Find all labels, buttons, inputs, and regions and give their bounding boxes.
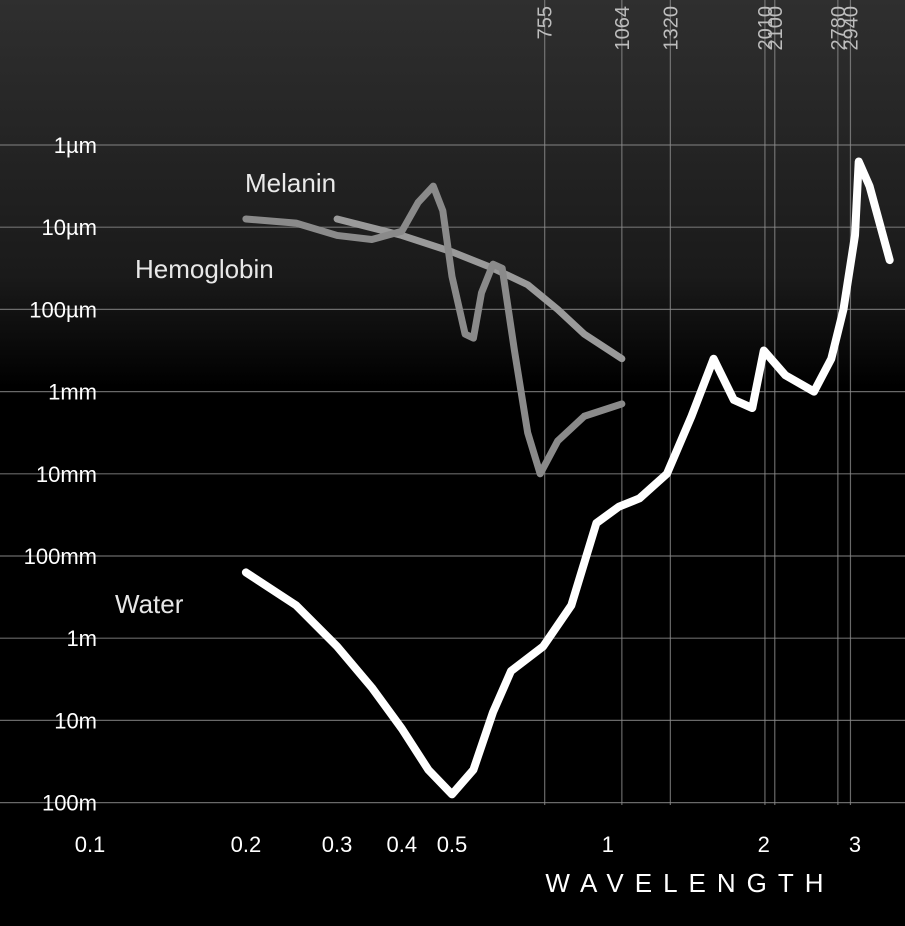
hemoglobin-series-line xyxy=(242,182,626,478)
melanin-series-label: Melanin xyxy=(245,168,336,198)
x-tick-label: 0.2 xyxy=(231,832,262,857)
melanin-series-line xyxy=(333,215,626,363)
x-tick-label: 2 xyxy=(758,832,770,857)
grid-layer xyxy=(0,144,905,804)
axis-layer: 1µm 10µm 100µm 1mm 10mm 100mm 1m 10m 100m 0.1 0.2 0… xyxy=(24,133,861,857)
x-tick-label: 3 xyxy=(849,832,861,857)
x-tick-label: 0.1 xyxy=(75,832,106,857)
x-axis-title: WAVELENGTH xyxy=(545,868,834,898)
y-tick-label: 10µm xyxy=(42,215,97,240)
y-tick-label: 100mm xyxy=(24,544,97,569)
y-tick-label: 100m xyxy=(42,791,97,816)
wavelength-marker-label: 755 xyxy=(535,6,557,39)
wavelength-marker-label: 2010 xyxy=(755,6,777,51)
x-tick-label: 1 xyxy=(602,832,614,857)
y-tick-label: 100µm xyxy=(29,297,97,322)
y-tick-label: 10m xyxy=(54,708,97,733)
wavelength-marker-label: 2780 xyxy=(828,6,850,51)
wavelength-marker-label: 1320 xyxy=(660,6,682,51)
x-tick-label: 0.3 xyxy=(322,832,353,857)
hemoglobin-series-label: Hemoglobin xyxy=(135,254,274,284)
wavelength-marker-label: 1064 xyxy=(612,6,634,51)
x-tick-label: 0.4 xyxy=(387,832,418,857)
x-tick-label: 0.5 xyxy=(437,832,468,857)
y-tick-label: 1m xyxy=(66,626,97,651)
y-tick-label: 1µm xyxy=(54,133,97,158)
wavelength-marker-label: 2940 xyxy=(840,6,862,51)
wavelength-marker-label: 2100 xyxy=(765,6,787,51)
water-series-line xyxy=(241,157,894,799)
y-tick-label: 1mm xyxy=(48,380,97,405)
series-layer: Melanin Hemoglobin Water xyxy=(115,157,894,799)
y-tick-label: 10mm xyxy=(36,462,97,487)
water-series-label: Water xyxy=(115,589,184,619)
